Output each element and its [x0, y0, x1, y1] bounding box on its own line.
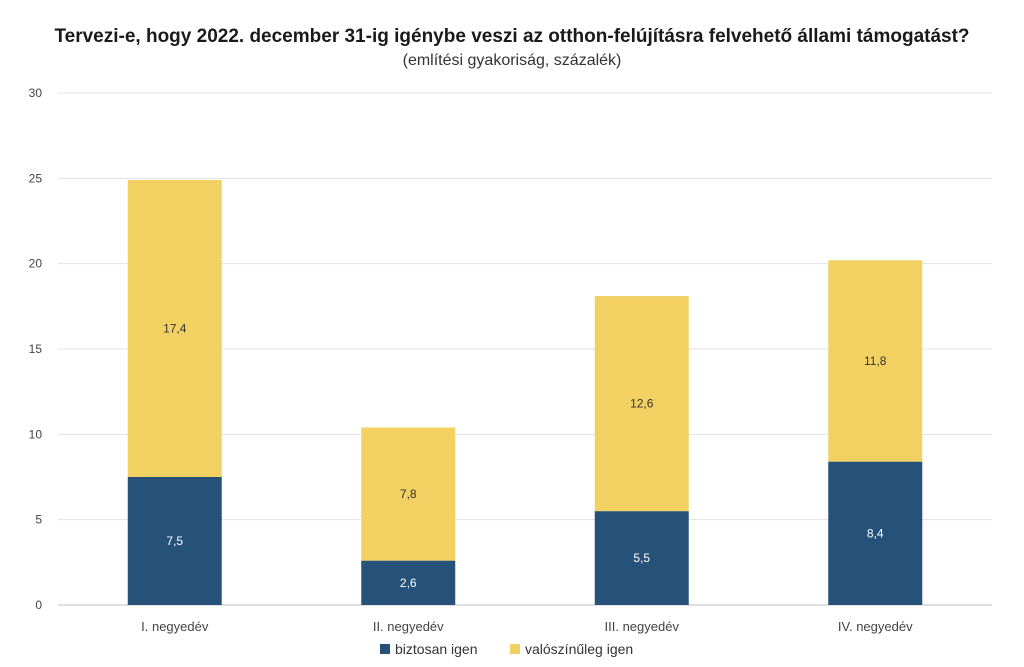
y-tick-label: 30 [29, 86, 43, 100]
x-category-label: I. negyedév [141, 619, 209, 634]
legend: biztosan igen valószínűleg igen [380, 641, 633, 657]
y-tick-label: 15 [29, 342, 43, 356]
data-label: 7,8 [400, 487, 417, 501]
bar-biztosan-igen [828, 461, 923, 605]
data-label: 17,4 [163, 322, 187, 336]
chart-subtitle: (említési gyakoriság, százalék) [402, 52, 622, 69]
data-labels: 7,5 17,4 2,6 7,8 5,5 12,6 8,4 11,8 [163, 322, 887, 590]
y-tick-label: 0 [35, 598, 42, 612]
bar-valoszinuleg-igen [828, 260, 923, 462]
y-tick-label: 20 [29, 257, 43, 271]
data-label: 8,4 [867, 526, 884, 540]
bar-valoszinuleg-igen [361, 427, 456, 561]
legend-label: valószínűleg igen [525, 641, 633, 657]
x-category-label: III. negyedév [605, 619, 680, 634]
x-axis: I. negyedév II. negyedév III. negyedév IV. … [141, 619, 913, 634]
data-label: 5,5 [633, 551, 650, 565]
data-label: 7,5 [166, 534, 183, 548]
chart-title: Tervezi-e, hogy 2022. december 31-ig igé… [54, 26, 970, 47]
bar-biztosan-igen [361, 560, 456, 605]
legend-swatch-valoszinuleg-igen [510, 644, 520, 654]
y-tick-label: 25 [29, 171, 43, 185]
bar-valoszinuleg-igen [127, 180, 222, 478]
data-label: 12,6 [630, 397, 654, 411]
x-category-label: II. negyedév [373, 619, 444, 634]
bars [127, 180, 923, 605]
y-tick-label: 5 [35, 513, 42, 527]
data-label: 2,6 [400, 576, 417, 590]
y-axis: 0 5 10 15 20 25 30 [29, 86, 43, 612]
data-label: 11,8 [864, 354, 887, 368]
legend-swatch-biztosan-igen [380, 644, 390, 654]
bar-valoszinuleg-igen [594, 296, 689, 512]
legend-label: biztosan igen [395, 641, 478, 657]
bar-biztosan-igen [594, 511, 689, 605]
x-category-label: IV. negyedév [838, 619, 913, 634]
y-tick-label: 10 [29, 427, 43, 441]
bar-biztosan-igen [127, 477, 222, 605]
